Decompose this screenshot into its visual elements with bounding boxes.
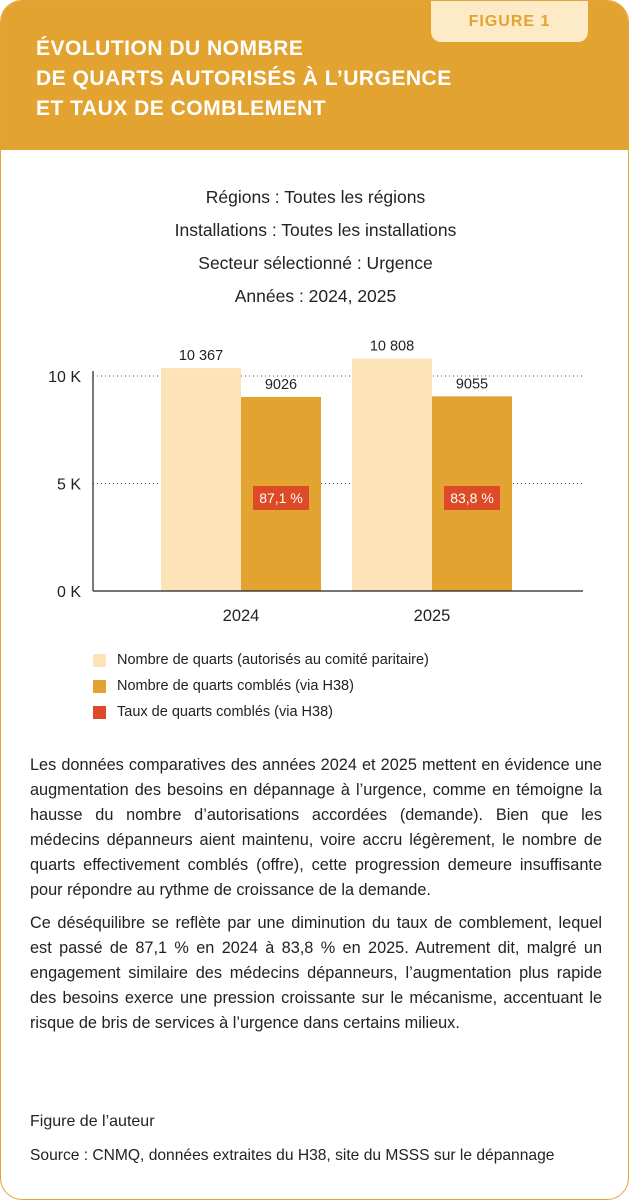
bar-authorized: [161, 368, 241, 591]
data-label: 9026: [265, 377, 297, 393]
legend-swatch: [93, 705, 106, 719]
paragraph: Ce déséquilibre se reflète par une dimin…: [30, 914, 602, 1032]
body-text: Les données comparatives des années 2024…: [30, 753, 602, 1044]
legend-label: Nombre de quarts (autorisés au comité pa…: [117, 652, 429, 668]
legend-item-authorized: Nombre de quarts (autorisés au comité pa…: [93, 647, 429, 673]
title-line: ÉVOLUTION DU NOMBRE: [36, 37, 304, 60]
filter-installations: Installations : Toutes les installations: [174, 220, 457, 240]
data-label: 10 808: [370, 339, 414, 355]
x-tick-label: 2025: [414, 607, 451, 625]
bar-authorized: [352, 358, 432, 591]
chart-filters: Régions : Toutes les régions Installatio…: [1, 181, 628, 313]
legend-label: Taux de quarts comblés (via H38): [117, 704, 333, 720]
figure-header: FIGURE 1 ÉVOLUTION DU NOMBRE DE QUARTS A…: [1, 1, 628, 150]
figure-label: FIGURE 1: [431, 1, 588, 42]
figure-source: Source : CNMQ, données extraites du H38,…: [30, 1147, 555, 1164]
chart-legend: Nombre de quarts (autorisés au comité pa…: [93, 647, 429, 725]
rate-box: [253, 486, 309, 510]
title-line: ET TAUX DE COMBLEMENT: [36, 97, 327, 120]
filter-sector: Secteur sélectionné : Urgence: [198, 253, 433, 273]
bar-chart: 0 K 5 K 10 K 10 367 9026 87,1 % 2024 10 808 9055…: [48, 339, 583, 625]
legend-item-filled: Nombre de quarts comblés (via H38): [93, 673, 429, 699]
data-label: 10 367: [179, 348, 223, 364]
x-tick-label: 2024: [223, 607, 260, 625]
y-tick-label: 10 K: [48, 369, 81, 386]
legend-swatch: [93, 679, 106, 693]
figure-credit: Figure de l’auteur: [30, 1113, 155, 1130]
filter-regions: Régions : Toutes les régions: [205, 187, 426, 207]
data-label: 9055: [456, 376, 488, 392]
rate-box: [444, 486, 500, 510]
rate-label: 87,1 %: [259, 490, 303, 506]
legend-item-rate: Taux de quarts comblés (via H38): [93, 699, 429, 725]
y-tick-label: 5 K: [57, 477, 81, 494]
filter-years: Années : 2024, 2025: [234, 286, 397, 306]
title-line: DE QUARTS AUTORISÉS À L’URGENCE: [36, 67, 452, 90]
y-tick-label: 0 K: [57, 584, 81, 601]
legend-swatch: [93, 653, 106, 667]
legend-label: Nombre de quarts comblés (via H38): [117, 678, 354, 694]
rate-label: 83,8 %: [450, 490, 494, 506]
paragraph: Les données comparatives des années 2024…: [30, 756, 602, 899]
figure-title: ÉVOLUTION DU NOMBRE DE QUARTS AUTORISÉS …: [36, 34, 556, 124]
